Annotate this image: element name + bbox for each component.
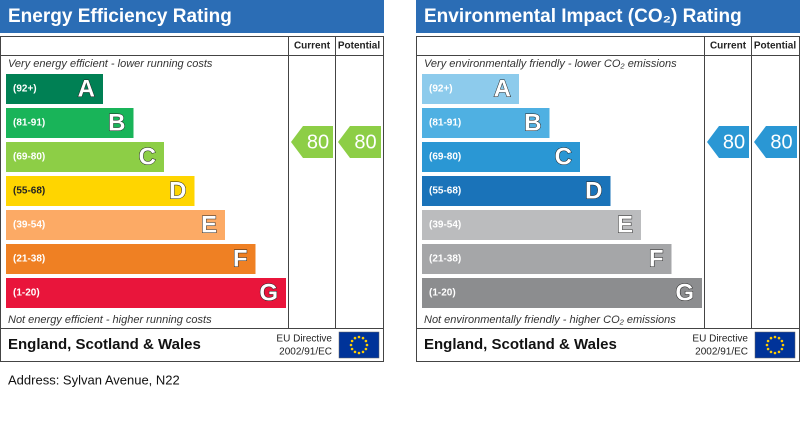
flag-star — [365, 343, 369, 347]
band-letter: A — [78, 75, 95, 102]
panel-title: Environmental Impact (CO₂) Rating — [424, 6, 742, 27]
flag-star — [350, 347, 354, 351]
band-letter: G — [259, 279, 278, 306]
flag-star — [769, 336, 773, 340]
band-range: (81-91) — [13, 118, 45, 129]
band-range: (1-20) — [13, 288, 40, 299]
rating-panel: Energy Efficiency Rating Current Potential… — [0, 0, 384, 362]
column-header: Potential — [754, 41, 796, 52]
flag-star — [357, 351, 361, 355]
score-value: 80 — [354, 131, 376, 153]
flag-star — [361, 350, 365, 354]
footer-region: England, Scotland & Wales — [424, 336, 617, 353]
flag-star — [781, 343, 785, 347]
panel-title: Energy Efficiency Rating — [8, 6, 232, 27]
flag-star — [361, 336, 365, 340]
bottom-note: Not environmentally friendly - higher CO… — [424, 314, 676, 326]
rating-band — [6, 176, 195, 206]
directive: 2002/91/EC — [279, 347, 332, 358]
rating-band — [422, 278, 702, 308]
flag-star — [769, 350, 773, 354]
rating-band — [6, 74, 103, 104]
band-range: (21-38) — [13, 254, 45, 265]
top-note: Very energy efficient - lower running co… — [8, 58, 213, 70]
directive: EU Directive — [276, 334, 332, 345]
flag-star — [773, 351, 777, 355]
directive: 2002/91/EC — [695, 347, 748, 358]
bottom-note: Not energy efficient - higher running co… — [8, 314, 212, 326]
rating-band — [422, 108, 550, 138]
flag-star — [765, 343, 769, 347]
score-arrow — [754, 126, 797, 158]
score-arrow — [338, 126, 381, 158]
band-range: (55-68) — [429, 186, 461, 197]
rating-band — [6, 108, 134, 138]
rating-band — [6, 278, 286, 308]
flag-star — [353, 350, 357, 354]
address: Address: Sylvan Avenue, N22 — [8, 372, 180, 387]
top-note: Very environmentally friendly - lower CO… — [424, 58, 677, 70]
score-arrow — [707, 126, 749, 158]
column-header: Current — [710, 41, 747, 52]
band-range: (39-54) — [13, 220, 45, 231]
rating-band — [422, 176, 611, 206]
band-range: (81-91) — [429, 118, 461, 129]
score-value: 80 — [307, 131, 329, 153]
band-letter: D — [585, 177, 602, 204]
band-range: (69-80) — [13, 152, 45, 163]
flag-star — [364, 339, 368, 343]
flag-star — [766, 347, 770, 351]
rating-band — [422, 74, 519, 104]
band-range: (21-38) — [429, 254, 461, 265]
flag-star — [777, 336, 781, 340]
band-letter: F — [649, 245, 664, 272]
rating-band — [6, 142, 164, 172]
band-letter: B — [108, 109, 125, 136]
band-range: (1-20) — [429, 288, 456, 299]
band-letter: E — [617, 211, 633, 238]
band-letter: D — [169, 177, 186, 204]
rating-band — [422, 142, 580, 172]
rating-band — [6, 244, 256, 274]
rating-band — [6, 210, 225, 240]
band-letter: C — [555, 143, 572, 170]
column-header: Current — [294, 41, 331, 52]
flag-star — [780, 347, 784, 351]
band-letter: F — [233, 245, 248, 272]
rating-band — [422, 244, 672, 274]
flag-star — [364, 347, 368, 351]
title-bar — [0, 0, 384, 33]
band-range: (69-80) — [429, 152, 461, 163]
score-arrow — [291, 126, 333, 158]
rating-panel: Environmental Impact (CO₂) Rating Current… — [416, 0, 800, 362]
title-bar — [416, 0, 800, 33]
flag-star — [773, 335, 777, 339]
band-letter: G — [675, 279, 694, 306]
band-letter: C — [139, 143, 156, 170]
flag-star — [357, 335, 361, 339]
footer-region: England, Scotland & Wales — [8, 336, 201, 353]
flag-star — [780, 339, 784, 343]
band-range: (55-68) — [13, 186, 45, 197]
band-range: (92+) — [13, 84, 37, 95]
flag-star — [350, 339, 354, 343]
band-letter: A — [494, 75, 511, 102]
flag-star — [349, 343, 353, 347]
directive: EU Directive — [692, 334, 748, 345]
flag-star — [777, 350, 781, 354]
band-range: (39-54) — [429, 220, 461, 231]
score-value: 80 — [770, 131, 792, 153]
rating-band — [422, 210, 641, 240]
flag-star — [766, 339, 770, 343]
band-letter: E — [201, 211, 217, 238]
band-letter: B — [524, 109, 541, 136]
score-value: 80 — [723, 131, 745, 153]
flag-star — [353, 336, 357, 340]
band-range: (92+) — [429, 84, 453, 95]
column-header: Potential — [338, 41, 380, 52]
